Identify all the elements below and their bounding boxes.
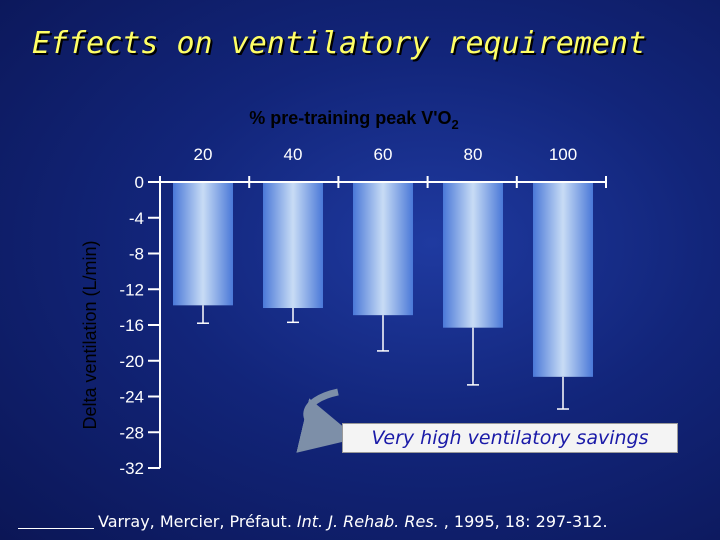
y-tick-label: -16 [119, 316, 144, 335]
y-tick-label: -24 [119, 388, 144, 407]
bar [173, 182, 233, 306]
slide-title: Effects on ventilatory requirement [32, 26, 647, 61]
x-tick-label: 40 [284, 145, 303, 164]
bar [443, 182, 503, 328]
y-tick-label: -28 [119, 423, 144, 442]
x-axis-label-main: % pre-training peak V'O [249, 108, 451, 128]
x-tick-label: 60 [374, 145, 393, 164]
reference-rule [18, 514, 94, 529]
x-axis-label: % pre-training peak V'O2 [249, 108, 459, 132]
x-tick-label: 20 [194, 145, 213, 164]
reference-authors: Varray, Mercier, Préfaut. [98, 511, 292, 531]
bar [533, 182, 593, 377]
y-tick-label: -4 [129, 209, 144, 228]
y-axis-label: Delta ventilation (L/min) [80, 240, 100, 429]
y-tick-label: 0 [135, 173, 144, 192]
curved-arrow-icon [296, 388, 358, 453]
bar [263, 182, 323, 309]
reference-citation: , 1995, 18: 297-312. [443, 511, 608, 531]
x-tick-label: 80 [464, 145, 483, 164]
bar [353, 182, 413, 316]
callout-box: Very high ventilatory savings [342, 423, 678, 453]
reference-journal: Int. J. Rehab. Res. [296, 511, 439, 531]
y-tick-label: -12 [119, 280, 144, 299]
y-tick-label: -32 [119, 459, 144, 478]
y-tick-label: -20 [119, 352, 144, 371]
y-tick-label: -8 [129, 245, 144, 264]
reference: Varray, Mercier, Préfaut. Int. J. Rehab.… [18, 510, 608, 532]
x-tick-label: 100 [549, 145, 577, 164]
x-axis-label-subscript: 2 [452, 117, 459, 132]
